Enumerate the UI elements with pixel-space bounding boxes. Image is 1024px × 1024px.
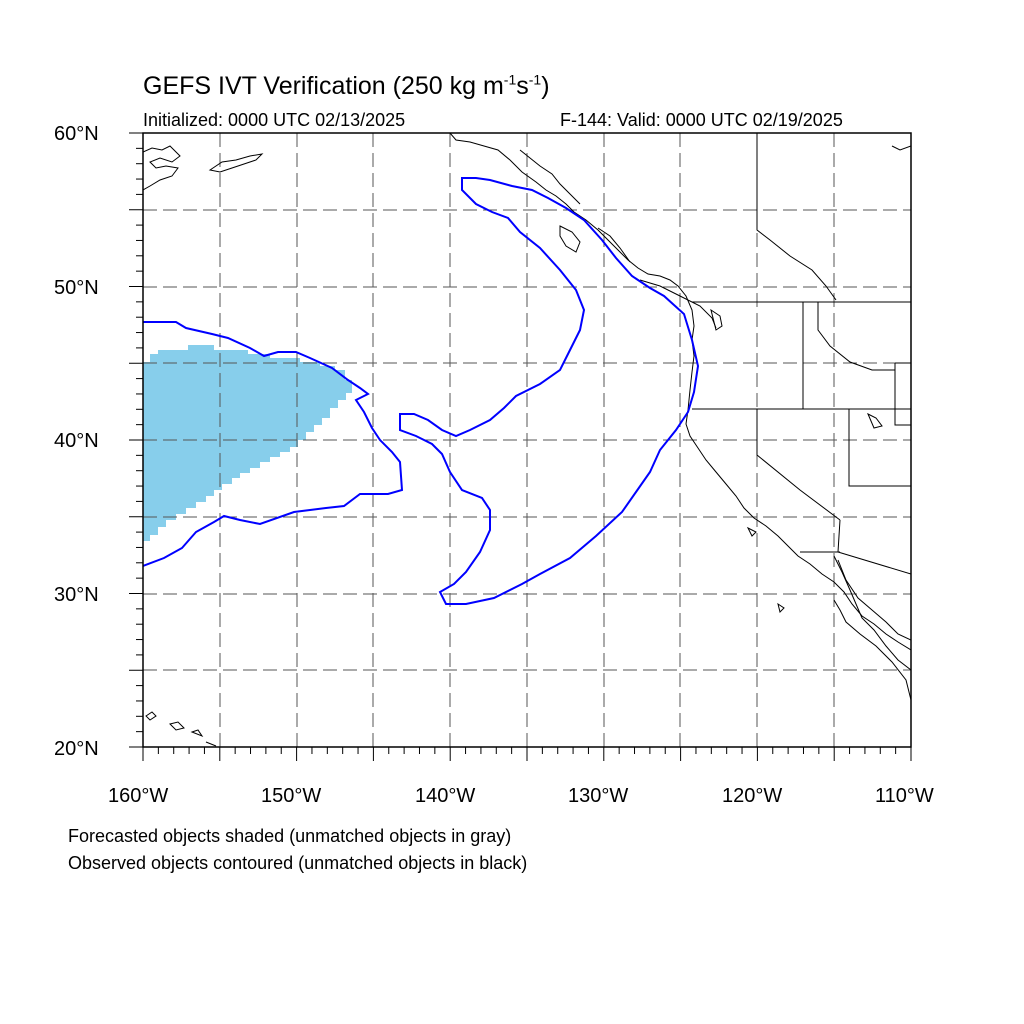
coastlines	[143, 133, 911, 747]
observed-ivt-contours	[143, 177, 700, 605]
y-tick-label-40n: 40°N	[54, 430, 99, 452]
political-boundaries	[692, 133, 911, 575]
forecast-ivt-object	[143, 345, 352, 541]
x-tick-label-160w: 160°W	[108, 785, 169, 807]
caption-observed: Observed objects contoured (unmatched ob…	[68, 853, 528, 873]
init-time-label: Initialized: 0000 UTC 02/13/2025	[143, 110, 406, 130]
x-tick-label-140w: 140°W	[415, 785, 476, 807]
x-tick-label-120w: 120°W	[722, 785, 783, 807]
y-tick-label-30n: 30°N	[54, 584, 99, 606]
x-tick-label-130w: 130°W	[568, 785, 629, 807]
observed-object-west	[143, 321, 404, 567]
map-title: GEFS IVT Verification (250 kg m-1s-1)	[143, 71, 550, 100]
x-tick-label-150w: 150°W	[261, 785, 322, 807]
y-tick-label-60n: 60°N	[54, 123, 99, 145]
axis-ticks	[129, 132, 912, 761]
y-tick-label-20n: 20°N	[54, 738, 99, 760]
observed-object-central	[399, 177, 700, 605]
valid-time-label: F-144: Valid: 0000 UTC 02/19/2025	[560, 110, 843, 130]
x-tick-label-110w: 110°W	[875, 785, 934, 807]
y-tick-label-50n: 50°N	[54, 277, 99, 299]
caption-forecast: Forecasted objects shaded (unmatched obj…	[68, 826, 512, 846]
